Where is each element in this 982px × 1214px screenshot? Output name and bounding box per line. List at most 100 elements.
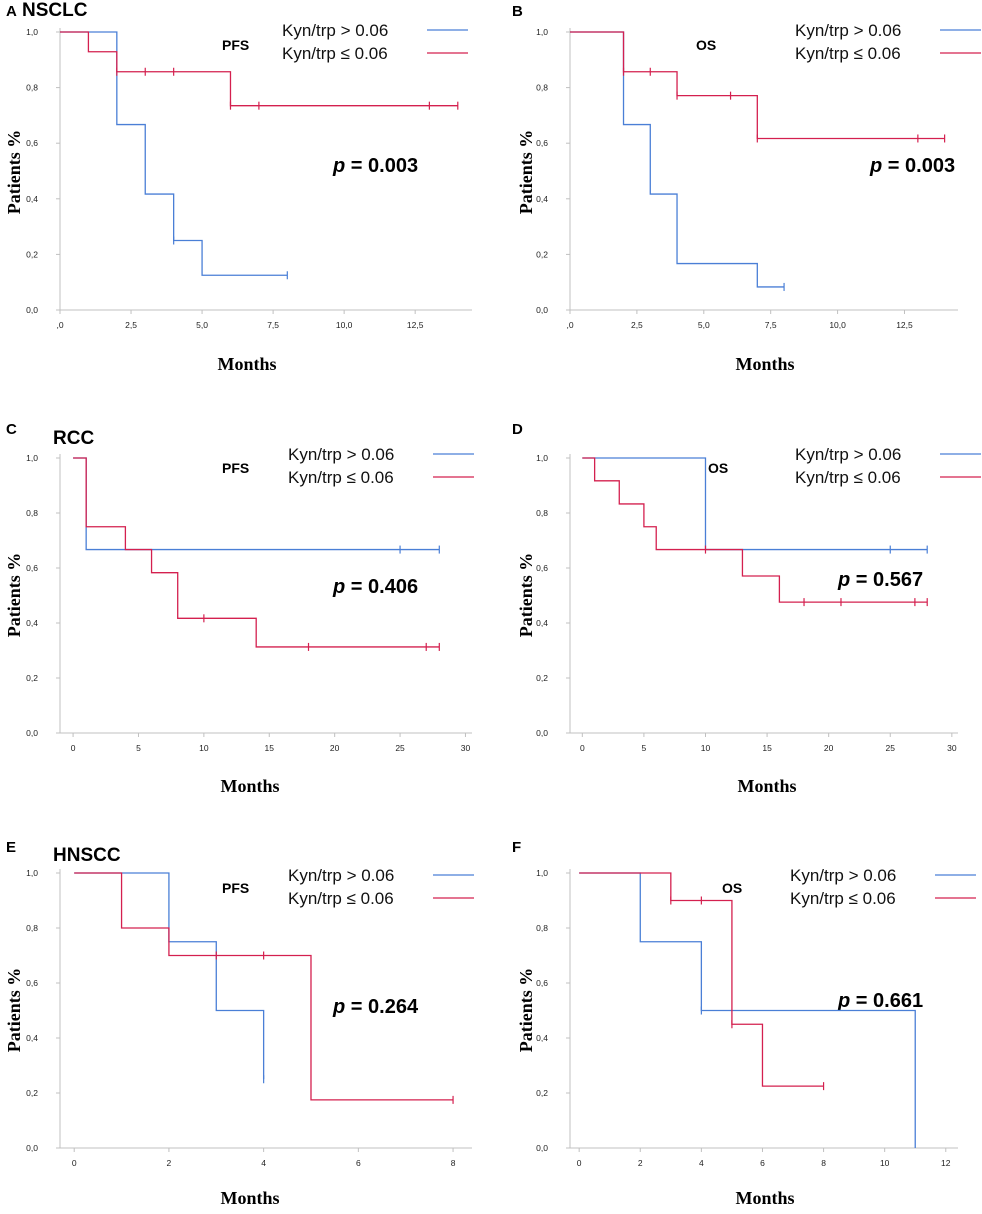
y-tick-label: 0,4 xyxy=(536,194,548,204)
y-tick-label: 1,0 xyxy=(26,868,38,878)
p-value-text: = 0.406 xyxy=(345,576,418,598)
x-tick-label: 10,0 xyxy=(336,320,353,330)
x-tick-label: 6 xyxy=(760,1158,765,1168)
legend-label: Kyn/trp > 0.06 xyxy=(795,445,901,464)
panel-letter: E xyxy=(6,839,16,856)
x-tick-label: 2 xyxy=(638,1158,643,1168)
x-tick-label: 30 xyxy=(947,743,957,753)
panel-letter: D xyxy=(512,421,523,438)
km-curve xyxy=(570,31,945,140)
legend-label: Kyn/trp > 0.06 xyxy=(282,21,388,40)
x-tick-label: 8 xyxy=(451,1158,456,1168)
y-tick-label: 0,6 xyxy=(536,978,548,988)
x-tick-label: 6 xyxy=(356,1158,361,1168)
km-curve xyxy=(74,872,265,1080)
cohort-title: RCC xyxy=(53,428,94,449)
x-tick-label: 5 xyxy=(642,743,647,753)
x-tick-label: 7,5 xyxy=(765,320,777,330)
legend-label: Kyn/trp ≤ 0.06 xyxy=(288,889,394,908)
x-tick-label: 7,5 xyxy=(267,320,279,330)
y-tick-label: 0,2 xyxy=(536,673,548,683)
panel-letter: B xyxy=(512,3,523,20)
x-axis-label: Months xyxy=(217,354,276,374)
y-tick-label: 0,0 xyxy=(26,1143,38,1153)
y-tick-label: 0,4 xyxy=(536,618,548,628)
legend-label: Kyn/trp ≤ 0.06 xyxy=(288,468,394,487)
km-curve xyxy=(60,31,288,276)
y-tick-label: 0,6 xyxy=(536,138,548,148)
x-tick-label: 8 xyxy=(821,1158,826,1168)
y-tick-label: 0,6 xyxy=(26,138,38,148)
legend-label: Kyn/trp ≤ 0.06 xyxy=(795,468,901,487)
x-axis-label: Months xyxy=(737,776,796,796)
x-tick-label: 20 xyxy=(330,743,340,753)
y-axis-label: Patients % xyxy=(516,130,536,215)
y-tick-label: 0,8 xyxy=(26,83,38,93)
km-curve xyxy=(579,872,824,1087)
y-axis-label: Patients % xyxy=(4,130,24,215)
x-tick-label: 4 xyxy=(699,1158,704,1168)
panel-d: D 0,0 0,2 0,4 0,6 0,8 1,0 0 5 10 15 20 25 30 Months Pat… xyxy=(512,421,981,796)
y-tick-label: 0,6 xyxy=(26,563,38,573)
x-tick-label: 0 xyxy=(580,743,585,753)
km-curve xyxy=(570,31,785,288)
km-curve xyxy=(60,31,458,107)
y-tick-label: 0,2 xyxy=(536,249,548,259)
y-axis-label: Patients % xyxy=(516,968,536,1053)
y-tick-label: 0,8 xyxy=(536,508,548,518)
y-tick-label: 0,8 xyxy=(26,508,38,518)
p-symbol: p xyxy=(869,155,882,177)
x-axis-label: Months xyxy=(735,354,794,374)
x-tick-label: 2 xyxy=(167,1158,172,1168)
y-tick-label: 0,8 xyxy=(536,923,548,933)
y-tick-label: 0,4 xyxy=(26,618,38,628)
y-tick-label: 1,0 xyxy=(26,27,38,37)
y-axis-label: Patients % xyxy=(516,553,536,638)
p-value-text: = 0.003 xyxy=(882,155,955,177)
x-tick-label: 15 xyxy=(265,743,275,753)
y-tick-label: 0,0 xyxy=(26,305,38,315)
legend-label: Kyn/trp ≤ 0.06 xyxy=(282,44,388,63)
p-value: p = 0.003 xyxy=(869,155,955,177)
y-tick-label: 1,0 xyxy=(536,453,548,463)
endpoint-label: PFS xyxy=(222,460,249,476)
y-tick-label: 0,8 xyxy=(26,923,38,933)
cohort-title: HNSCC xyxy=(53,845,121,866)
endpoint-label: OS xyxy=(696,37,716,53)
x-tick-label: 0 xyxy=(577,1158,582,1168)
legend-label: Kyn/trp > 0.06 xyxy=(288,445,394,464)
x-tick-label: 10 xyxy=(701,743,711,753)
x-tick-label: 12 xyxy=(941,1158,951,1168)
x-tick-label: 5 xyxy=(136,743,141,753)
legend-label: Kyn/trp ≤ 0.06 xyxy=(795,44,901,63)
p-value-text: = 0.661 xyxy=(850,990,923,1012)
y-tick-label: 0,2 xyxy=(26,249,38,259)
y-tick-label: 0,0 xyxy=(536,728,548,738)
x-tick-label: 20 xyxy=(824,743,834,753)
legend-label: Kyn/trp > 0.06 xyxy=(288,866,394,885)
x-axis-label: Months xyxy=(220,1188,279,1208)
y-tick-label: 0,2 xyxy=(26,673,38,683)
x-tick-label: 10,0 xyxy=(829,320,846,330)
endpoint-label: OS xyxy=(722,880,742,896)
y-tick-label: 1,0 xyxy=(536,27,548,37)
panel-letter: A xyxy=(6,3,17,20)
p-value-text: = 0.003 xyxy=(345,155,418,177)
p-value: p = 0.003 xyxy=(332,155,418,177)
x-tick-label: ,0 xyxy=(566,320,573,330)
x-tick-label: 0 xyxy=(71,743,76,753)
p-value: p = 0.567 xyxy=(837,569,923,591)
y-tick-label: 1,0 xyxy=(536,868,548,878)
km-curve xyxy=(582,457,928,551)
endpoint-label: OS xyxy=(708,460,728,476)
panel-letter: C xyxy=(6,421,17,438)
x-tick-label: 4 xyxy=(261,1158,266,1168)
panel-e: E 0,0 0,2 0,4 0,6 0,8 1,0 0 2 4 6 8 Months Patients %… xyxy=(4,839,474,1208)
p-symbol: p xyxy=(837,569,850,591)
km-curve xyxy=(73,457,440,648)
legend-label: Kyn/trp > 0.06 xyxy=(795,21,901,40)
y-tick-label: 0,6 xyxy=(26,978,38,988)
y-tick-label: 1,0 xyxy=(26,453,38,463)
x-tick-label: 12,5 xyxy=(896,320,913,330)
